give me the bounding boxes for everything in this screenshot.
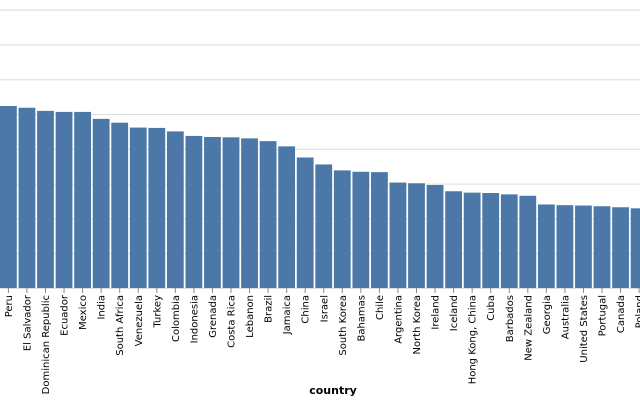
x-tick-label-india: India: [97, 295, 108, 320]
bar-costa-rica: [222, 137, 240, 288]
bar-georgia: [537, 204, 555, 288]
bar-jamaica: [278, 146, 296, 288]
bar-new-zealand: [519, 195, 537, 288]
bar-cuba: [482, 193, 500, 288]
x-tick-label-georgia: Georgia: [542, 295, 553, 334]
x-tick-label-colombia: Colombia: [171, 295, 182, 342]
x-tick-label-australia: Australia: [560, 295, 571, 339]
x-tick-label-chile: Chile: [375, 295, 386, 320]
bar-india: [92, 118, 110, 289]
x-tick-label-ecuador: Ecuador: [60, 294, 71, 336]
bar-argentina: [389, 182, 407, 288]
x-tick-label-venezuela: Venezuela: [134, 295, 145, 346]
x-tick-label-brazil: Brazil: [264, 295, 275, 323]
bar-turkey: [148, 127, 166, 288]
x-axis-title: country: [309, 384, 357, 397]
bar-australia: [556, 205, 574, 288]
x-tick-label-bahamas: Bahamas: [356, 295, 367, 342]
x-tick-label-costa-rica: Costa Rica: [227, 295, 238, 348]
x-tick-label-dominican-republic: Dominican Republic: [41, 295, 52, 394]
bar-lebanon: [241, 138, 258, 288]
bar-ecuador: [55, 111, 73, 288]
bar-china: [296, 157, 314, 288]
bar-peru: [0, 106, 17, 288]
bar-portugal: [593, 206, 611, 288]
bar-brazil: [259, 141, 277, 288]
bar-venezuela: [129, 127, 147, 288]
bar-iceland: [445, 191, 462, 288]
x-tick-label-turkey: Turkey: [152, 295, 163, 329]
x-tick-label-cuba: Cuba: [486, 295, 497, 321]
x-tick-label-barbados: Barbados: [505, 295, 516, 342]
bar-colombia: [166, 131, 184, 288]
bar-dominican-republic: [37, 110, 54, 289]
bar-hong-kong-china: [463, 192, 481, 288]
x-tick-label-argentina: Argentina: [393, 295, 404, 344]
bar-mexico: [74, 111, 91, 288]
bar-poland: [630, 208, 640, 288]
x-tick-label-poland: Poland: [635, 295, 640, 328]
x-tick-label-jamaica: Jamaica: [282, 295, 293, 335]
x-tick-label-israel: Israel: [319, 295, 330, 322]
x-tick-label-south-korea: South Korea: [338, 295, 349, 356]
bar-south-korea: [333, 170, 351, 288]
x-tick-label-el-salvador: El Salvador: [22, 294, 33, 351]
x-axis-ticks: [7, 288, 640, 293]
x-tick-label-new-zealand: New Zealand: [523, 295, 534, 361]
x-tick-label-china: China: [301, 295, 312, 324]
x-tick-label-indonesia: Indonesia: [189, 295, 200, 343]
x-tick-label-south-africa: South Africa: [115, 295, 126, 356]
bar-indonesia: [185, 135, 203, 288]
x-tick-label-iceland: Iceland: [449, 295, 460, 331]
x-axis-tick-labels: Peru El Salvador Dominican Republic Ecuador…: [4, 294, 640, 394]
bar-chile: [371, 172, 388, 288]
x-tick-label-canada: Canada: [616, 295, 627, 333]
bar-grenada: [204, 136, 221, 288]
x-tick-label-ireland: Ireland: [431, 295, 442, 330]
bar-north-korea: [408, 183, 425, 288]
x-tick-label-grenada: Grenada: [208, 295, 219, 338]
bar-canada: [612, 207, 629, 288]
bar-ireland: [426, 184, 444, 288]
bar-united-states: [575, 205, 592, 288]
bar-bahamas: [352, 171, 370, 288]
bar-israel: [315, 164, 333, 288]
x-tick-label-peru: Peru: [4, 295, 15, 317]
bar-south-africa: [111, 122, 129, 288]
x-tick-label-portugal: Portugal: [598, 295, 609, 336]
bars: [0, 106, 640, 289]
x-tick-label-united-states: United States: [579, 295, 590, 363]
x-tick-label-north-korea: North Korea: [412, 295, 423, 355]
bar-barbados: [500, 194, 518, 288]
bar-el-salvador: [18, 107, 36, 289]
x-tick-label-mexico: Mexico: [78, 295, 89, 330]
x-tick-label-hong-kong-china: Hong Kong, China: [468, 295, 479, 384]
x-tick-label-lebanon: Lebanon: [245, 295, 256, 338]
